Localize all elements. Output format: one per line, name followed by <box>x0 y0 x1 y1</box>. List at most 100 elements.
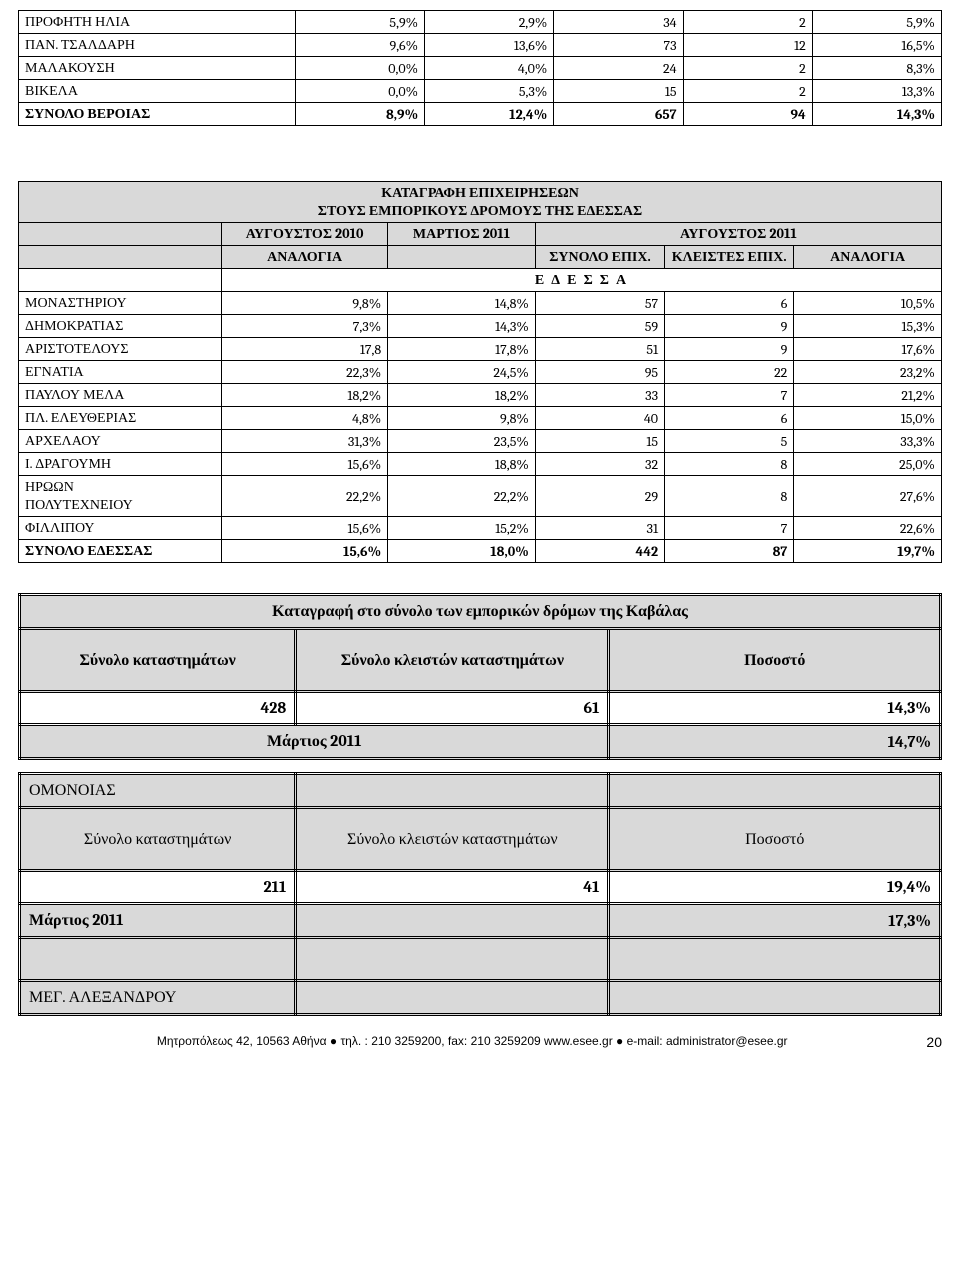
cell: 29 <box>535 476 664 517</box>
cell: 15,2% <box>388 517 536 540</box>
hdr-aug2010: ΑΥΓΟΥΣΤΟΣ 2010 <box>222 223 388 246</box>
omonoias-table: ΟΜΟΝΟΙΑΣ Σύνολο καταστημάτων Σύνολο κλει… <box>18 772 942 1016</box>
table-row: ΠΑΥΛΟΥ ΜΕΛΑ18,2%18,2%33721,2% <box>19 384 942 407</box>
cell: 15,6% <box>222 517 388 540</box>
cell: 33 <box>535 384 664 407</box>
omonoias-march: Μάρτιος 2011 <box>20 904 296 938</box>
cell: 8,3% <box>812 57 941 80</box>
kavala-values-row: 428 61 14,3% <box>20 692 941 725</box>
omonoias-meg-row: ΜΕΓ. ΑΛΕΞΑΝΔΡΟΥ <box>20 981 941 1015</box>
kavala-col3: Ποσοστό <box>609 629 941 692</box>
cell: 8,9% <box>295 103 424 126</box>
cell: 5,9% <box>812 11 941 34</box>
omonoias-col2: Σύνολο κλειστών καταστημάτων <box>296 808 609 871</box>
table-row: ΜΑΛΑΚΟΥΣΗ0,0%4,0%2428,3% <box>19 57 942 80</box>
omonoias-values-row: 211 41 19,4% <box>20 871 941 904</box>
cell: 73 <box>554 34 683 57</box>
cell: 21,2% <box>794 384 942 407</box>
table-row: ΠΑΝ. ΤΣΑΛΔΑΡΗ9,6%13,6%731216,5% <box>19 34 942 57</box>
cell: 59 <box>535 315 664 338</box>
omonoias-title: ΟΜΟΝΟΙΑΣ <box>20 774 296 808</box>
table-row: ΦΙΛΛΙΠΟΥ15,6%15,2%31722,6% <box>19 517 942 540</box>
edessa-banner-row: ΚΑΤΑΓΡΑΦΗ ΕΠΙΧΕΙΡΗΣΕΩΝ ΣΤΟΥΣ ΕΜΠΟΡΙΚΟΥΣ … <box>19 182 942 223</box>
row-name: ΒΙΚΕΛΑ <box>19 80 296 103</box>
omonoias-v3: 19,4% <box>609 871 941 904</box>
cell: 32 <box>535 453 664 476</box>
cell: 22,6% <box>794 517 942 540</box>
edessa-letters: Ε Δ Ε Σ Σ Α <box>222 269 942 292</box>
page-number: 20 <box>926 1034 942 1050</box>
row-name: ΠΛ. ΕΛΕΥΘΕΡΙΑΣ <box>19 407 222 430</box>
cell: 2 <box>683 57 812 80</box>
cell: 95 <box>535 361 664 384</box>
cell: 657 <box>554 103 683 126</box>
cell: 40 <box>535 407 664 430</box>
kavala-col1: Σύνολο καταστημάτων <box>20 629 296 692</box>
cell: 14,3% <box>388 315 536 338</box>
cell: 18,2% <box>388 384 536 407</box>
cell: 442 <box>535 540 664 563</box>
page-footer: Μητροπόλεως 42, 10563 Αθήνα ● τηλ. : 210… <box>18 1034 942 1048</box>
veroia-table: ΠΡΟΦΗΤΗ ΗΛΙΑ5,9%2,9%3425,9%ΠΑΝ. ΤΣΑΛΔΑΡΗ… <box>18 10 942 126</box>
cell: 18,0% <box>388 540 536 563</box>
cell: 25,0% <box>794 453 942 476</box>
cell: 14,8% <box>388 292 536 315</box>
edessa-header-row2: ΑΝΑΛΟΓΙΑ ΣΥΝΟΛΟ ΕΠΙΧ. ΚΛΕΙΣΤΕΣ ΕΠΙΧ. ΑΝΑ… <box>19 246 942 269</box>
cell: 9 <box>665 338 794 361</box>
footer-text: Μητροπόλεως 42, 10563 Αθήνα ● τηλ. : 210… <box>157 1034 788 1048</box>
cell: 15,6% <box>222 540 388 563</box>
kavala-march-row: Μάρτιος 2011 14,7% <box>20 725 941 759</box>
cell: 23,5% <box>388 430 536 453</box>
omonoias-v2: 41 <box>296 871 609 904</box>
cell: 5,3% <box>425 80 554 103</box>
kavala-header-row: Σύνολο καταστημάτων Σύνολο κλειστών κατα… <box>20 629 941 692</box>
table-row: Ι. ΔΡΑΓΟΥΜΗ15,6%18,8%32825,0% <box>19 453 942 476</box>
omonoias-blank-row <box>20 938 941 981</box>
omonoias-col1: Σύνολο καταστημάτων <box>20 808 296 871</box>
cell: 51 <box>535 338 664 361</box>
cell: 17,8 <box>222 338 388 361</box>
cell: 17,6% <box>794 338 942 361</box>
row-name: ΣΥΝΟΛΟ ΒΕΡΟΙΑΣ <box>19 103 296 126</box>
cell: 12,4% <box>425 103 554 126</box>
cell: 22,2% <box>388 476 536 517</box>
cell: 7,3% <box>222 315 388 338</box>
row-name: ΦΙΛΛΙΠΟΥ <box>19 517 222 540</box>
cell: 57 <box>535 292 664 315</box>
cell: 0,0% <box>295 80 424 103</box>
row-name: ΔΗΜΟΚΡΑΤΙΑΣ <box>19 315 222 338</box>
cell: 22,3% <box>222 361 388 384</box>
cell: 8 <box>665 453 794 476</box>
cell: 24 <box>554 57 683 80</box>
cell: 17,8% <box>388 338 536 361</box>
kavala-table: Καταγραφή στο σύνολο των εμπορικών δρόμω… <box>18 593 942 760</box>
cell: 15,6% <box>222 453 388 476</box>
table-row: ΕΓΝΑΤΙΑ22,3%24,5%952223,2% <box>19 361 942 384</box>
row-name: ΑΡΧΕΛΑΟΥ <box>19 430 222 453</box>
table-row: ΠΡΟΦΗΤΗ ΗΛΙΑ5,9%2,9%3425,9% <box>19 11 942 34</box>
cell: 14,3% <box>812 103 941 126</box>
kavala-v1: 428 <box>20 692 296 725</box>
table-row: ΒΙΚΕΛΑ0,0%5,3%15213,3% <box>19 80 942 103</box>
cell: 27,6% <box>794 476 942 517</box>
cell: 34 <box>554 11 683 34</box>
cell: 18,8% <box>388 453 536 476</box>
cell: 9 <box>665 315 794 338</box>
edessa-header-row1: ΑΥΓΟΥΣΤΟΣ 2010 ΜΑΡΤΙΟΣ 2011 ΑΥΓΟΥΣΤΟΣ 20… <box>19 223 942 246</box>
cell: 10,5% <box>794 292 942 315</box>
cell: 15,0% <box>794 407 942 430</box>
row-name: ΕΓΝΑΤΙΑ <box>19 361 222 384</box>
cell: 33,3% <box>794 430 942 453</box>
row-name: ΣΥΝΟΛΟ ΕΔΕΣΣΑΣ <box>19 540 222 563</box>
cell: 8 <box>665 476 794 517</box>
row-name: ΜΑΛΑΚΟΥΣΗ <box>19 57 296 80</box>
row-name: ΠΡΟΦΗΤΗ ΗΛΙΑ <box>19 11 296 34</box>
edessa-total-row: ΣΥΝΟΛΟ ΕΔΕΣΣΑΣ15,6%18,0%4428719,7% <box>19 540 942 563</box>
cell: 31 <box>535 517 664 540</box>
cell: 9,8% <box>388 407 536 430</box>
row-name: ΑΡΙΣΤΟΤΕΛΟΥΣ <box>19 338 222 361</box>
cell: 13,3% <box>812 80 941 103</box>
hdr-mar2011: ΜΑΡΤΙΟΣ 2011 <box>388 223 536 246</box>
cell: 6 <box>665 407 794 430</box>
cell: 4,0% <box>425 57 554 80</box>
